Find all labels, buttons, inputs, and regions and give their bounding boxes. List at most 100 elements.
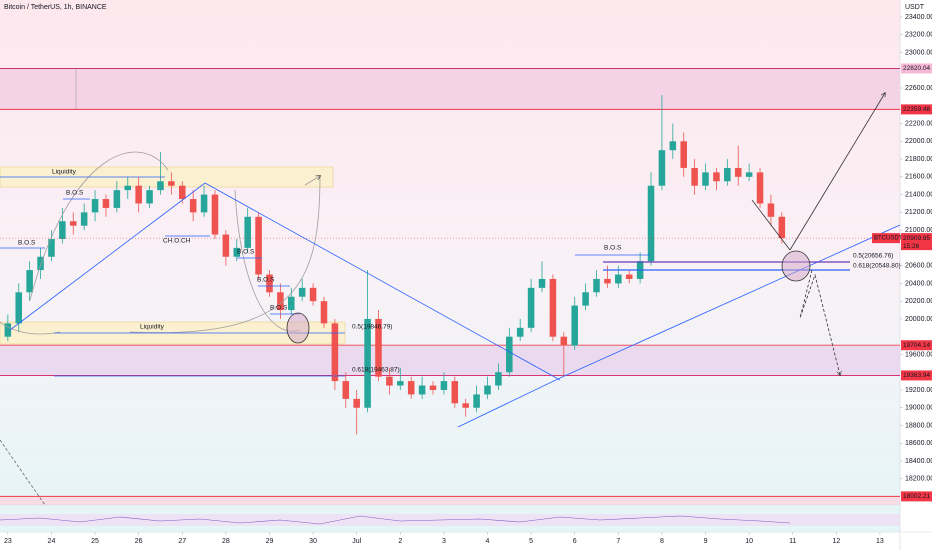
candle-body <box>309 287 317 302</box>
circle-marker <box>781 250 811 282</box>
candle-body <box>320 301 328 324</box>
candle-body <box>625 274 633 279</box>
candle-body <box>582 292 589 306</box>
price-label: 18002.21 <box>903 493 930 500</box>
candle-body <box>756 172 764 204</box>
candle-body <box>298 287 306 297</box>
candle-body <box>342 381 350 399</box>
x-tick-label: 26 <box>135 538 143 545</box>
x-tick-label: 28 <box>222 538 230 545</box>
y-tick-label: 19600.00 <box>905 351 932 358</box>
candle-body <box>713 172 720 182</box>
y-tick-label: 21600.00 <box>905 174 932 181</box>
annotation: CH.O.CH <box>163 238 191 245</box>
y-tick-label: 18800.00 <box>905 422 932 429</box>
price-label: 19363.94 <box>903 372 930 379</box>
x-tick-label: 13 <box>876 538 884 545</box>
last-price-name: BTCUSDT <box>874 236 903 242</box>
annotation: B.O.S <box>18 240 36 247</box>
price-label: 22820.04 <box>903 65 930 72</box>
y-tick-label: 18200.00 <box>905 476 932 483</box>
x-tick-label: 29 <box>266 538 274 545</box>
arrow <box>0 439 46 506</box>
annotation: B.O.S <box>66 190 84 197</box>
trend-line <box>204 182 561 381</box>
y-tick-label: 21800.00 <box>905 156 932 163</box>
x-tick-label: 7 <box>616 538 620 545</box>
y-tick-label: 23400.00 <box>905 14 932 21</box>
candle-body <box>397 381 404 386</box>
price-label-bg <box>901 63 932 74</box>
y-tick-label: 19000.00 <box>905 405 932 412</box>
y-tick-label: 18600.00 <box>905 440 932 447</box>
candle-body <box>604 278 611 284</box>
candle-body <box>593 278 600 293</box>
x-tick-label: 25 <box>91 538 99 545</box>
candle-body <box>647 185 655 262</box>
x-tick-label: 10 <box>745 538 753 545</box>
candle-body <box>734 167 742 177</box>
candle-body <box>549 278 557 337</box>
trend-line <box>559 224 901 379</box>
candle-body <box>451 381 459 404</box>
candle-body <box>418 385 426 395</box>
candle-body <box>691 167 698 186</box>
demand-zone <box>0 346 900 376</box>
liquidity-zone <box>0 166 334 188</box>
annotation: B.O.S <box>604 245 622 252</box>
price-label-bg <box>901 104 932 115</box>
annotation: 0.618(20548.80) <box>853 263 901 270</box>
arrow <box>751 199 791 251</box>
candle-body <box>680 141 687 168</box>
arrow <box>304 176 320 186</box>
x-tick-label: 23 <box>4 538 12 545</box>
price-label: 22359.48 <box>903 106 930 113</box>
candle-body <box>288 296 295 311</box>
chart-title: Bitcoin / TetherUS, 1h, BINANCE <box>4 4 107 11</box>
candle-body <box>4 323 12 337</box>
annotation: Liquidity <box>140 324 165 331</box>
annotation: B.O.S <box>270 305 288 312</box>
candle-body <box>484 385 491 395</box>
circle-marker <box>286 312 310 344</box>
candle-body <box>244 216 251 248</box>
candle-body <box>440 381 448 390</box>
annotation: 0.5(20656.76) <box>853 253 893 260</box>
candle-body <box>407 381 415 395</box>
annotation: 0.5(19846.79) <box>352 324 392 331</box>
y-tick-label: 23000.00 <box>905 49 932 56</box>
y-tick-label: 20400.00 <box>905 280 932 287</box>
candle-body <box>15 292 23 324</box>
x-tick-label: 4 <box>486 538 490 545</box>
y-tick-label: 19200.00 <box>905 387 932 394</box>
candle-body <box>277 292 284 311</box>
supply-zone <box>0 69 900 110</box>
drawings <box>0 93 901 506</box>
x-tick-label: 2 <box>398 538 402 545</box>
candle-body <box>538 278 546 288</box>
price-axis-label: USDT <box>905 4 925 11</box>
x-tick-label: 9 <box>704 538 708 545</box>
candle-body <box>516 327 524 337</box>
candle-body <box>157 181 164 191</box>
candle-body <box>527 287 535 328</box>
annotation: B.O.S <box>237 249 255 256</box>
candle-body <box>59 221 66 240</box>
price-label-bg <box>901 491 932 502</box>
candle-body <box>495 372 502 386</box>
y-tick-label: 21000.00 <box>905 227 932 234</box>
candle-body <box>462 403 469 408</box>
x-tick-label: 5 <box>529 538 533 545</box>
x-tick-label: 6 <box>573 538 577 545</box>
candle-body <box>331 323 339 382</box>
candle-body <box>778 216 786 239</box>
x-tick-label: 30 <box>309 538 317 545</box>
price-label: 19704.14 <box>903 342 930 349</box>
candle-body <box>168 181 175 186</box>
candle-body <box>571 305 578 346</box>
y-tick-label: 20600.00 <box>905 262 932 269</box>
y-tick-label: 22600.00 <box>905 85 932 92</box>
arrow <box>799 269 840 375</box>
y-tick-label: 22200.00 <box>905 120 932 127</box>
